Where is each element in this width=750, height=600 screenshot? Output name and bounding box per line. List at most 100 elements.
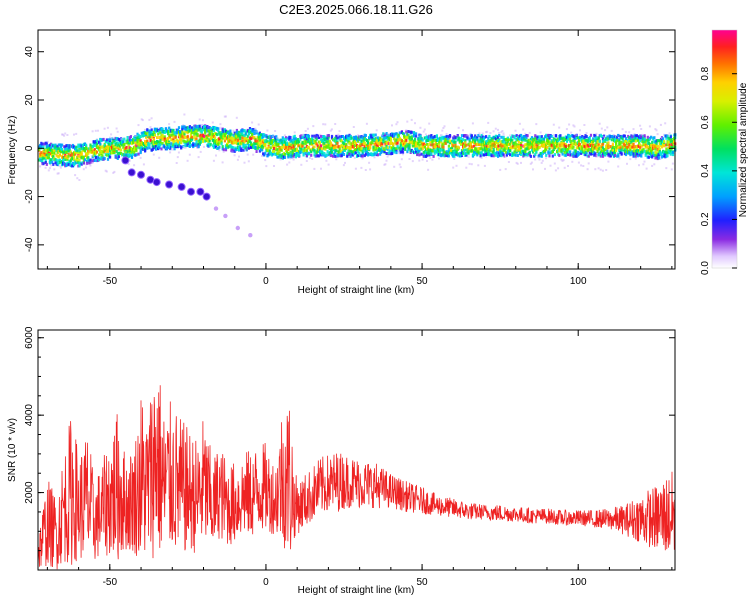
ridge-cell — [617, 146, 620, 150]
ridge-cell — [451, 146, 454, 149]
spectrogram-x-tick-label: -50 — [103, 276, 118, 287]
ridge-cell — [548, 136, 551, 140]
ridge-cell — [93, 144, 96, 148]
ridge-cell — [291, 151, 294, 155]
halo-cell — [302, 133, 305, 136]
ridge-cell — [48, 161, 52, 165]
ridge-cell — [275, 145, 278, 149]
ridge-cell — [486, 147, 489, 151]
ridge-cell — [287, 147, 290, 151]
ridge-cell — [434, 144, 437, 148]
ridge-cell — [427, 139, 430, 142]
ridge-cell — [197, 145, 200, 149]
spectrogram-x-tick-label: 50 — [417, 276, 429, 287]
ridge-cell — [516, 154, 519, 157]
halo-cell — [212, 159, 215, 162]
halo-cell — [325, 159, 328, 162]
ridge-cell — [329, 141, 332, 145]
ridge-cell — [51, 151, 54, 154]
halo-cell — [585, 132, 588, 134]
ridge-cell — [344, 149, 347, 152]
ridge-cell — [199, 127, 202, 131]
ridge-cell — [273, 145, 276, 148]
branch-point — [248, 233, 253, 238]
halo-cell — [168, 123, 171, 126]
halo-cell — [570, 131, 573, 134]
halo-cell — [56, 172, 59, 175]
halo-cell — [498, 131, 501, 134]
ridge-cell — [244, 143, 247, 147]
halo-cell — [518, 122, 521, 125]
ridge-cell — [87, 151, 90, 155]
ridge-cell — [393, 134, 396, 138]
halo-cell — [41, 163, 44, 166]
ridge-cell — [502, 134, 505, 138]
ridge-cell — [513, 143, 516, 147]
halo-cell — [553, 162, 556, 165]
ridge-cell — [513, 136, 516, 140]
ridge-cell — [257, 141, 260, 145]
ridge-cell — [173, 147, 176, 151]
halo-cell — [144, 128, 146, 131]
halo-cell — [141, 119, 144, 122]
ridge-cell — [514, 140, 517, 144]
ridge-cell — [235, 128, 238, 132]
spectral-ridge — [38, 113, 677, 181]
halo-cell — [651, 164, 654, 167]
ridge-cell — [47, 156, 50, 160]
ridge-cell — [44, 158, 47, 162]
ridge-cell — [195, 125, 198, 129]
halo-cell — [639, 124, 642, 127]
halo-cell — [480, 156, 483, 159]
ridge-cell — [632, 145, 635, 149]
ridge-cell — [118, 146, 122, 150]
ridge-cell — [430, 134, 433, 137]
halo-cell — [670, 168, 673, 171]
ridge-cell — [652, 151, 655, 155]
ridge-cell — [151, 147, 154, 151]
ridge-cell — [100, 145, 103, 149]
spectrogram-frame — [37, 29, 676, 270]
ridge-cell — [353, 144, 356, 147]
halo-cell — [544, 167, 546, 170]
ridge-cell — [137, 152, 140, 156]
halo-cell — [489, 132, 492, 135]
ridge-cell — [320, 134, 323, 138]
ridge-cell — [341, 135, 344, 138]
halo-cell — [133, 164, 136, 167]
ridge-cell — [283, 156, 287, 159]
ridge-cell — [509, 148, 512, 152]
ridge-cell — [669, 152, 672, 156]
ridge-cell — [520, 143, 523, 147]
ridge-cell — [63, 150, 66, 154]
ridge-cell — [285, 138, 288, 142]
ridge-cell — [616, 139, 619, 143]
halo-cell — [571, 160, 574, 163]
halo-cell — [150, 117, 153, 120]
ridge-cell — [392, 142, 395, 146]
ridge-cell — [487, 136, 490, 140]
halo-cell — [515, 161, 518, 164]
ridge-cell — [327, 134, 330, 137]
ridge-cell — [492, 154, 495, 158]
ridge-cell — [518, 137, 522, 141]
ridge-cell — [234, 132, 237, 136]
ridge-cell — [345, 142, 348, 146]
ridge-cell — [651, 146, 654, 150]
halo-cell — [659, 123, 662, 126]
ridge-cell — [609, 154, 612, 157]
halo-cell — [73, 133, 75, 136]
ridge-cell — [198, 124, 201, 128]
ridge-cell — [611, 149, 614, 153]
ridge-cell — [633, 148, 636, 152]
ridge-cell — [244, 132, 247, 136]
ridge-cell — [288, 138, 291, 142]
ridge-cell — [222, 130, 225, 133]
ridge-cell — [438, 143, 441, 147]
halo-cell — [522, 128, 525, 131]
ridge-cell — [421, 147, 424, 151]
halo-cell — [221, 161, 224, 164]
ridge-cell — [468, 147, 471, 151]
ridge-cell — [542, 138, 546, 142]
spectrogram-x-tick-label: 100 — [570, 276, 587, 287]
